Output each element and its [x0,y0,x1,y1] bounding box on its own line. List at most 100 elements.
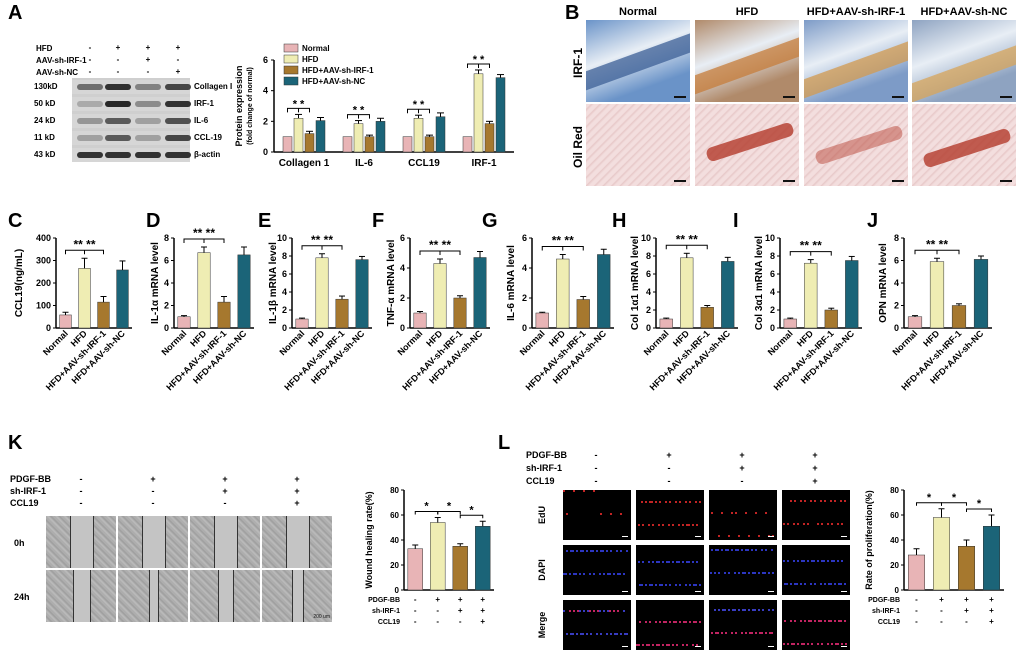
cell-dot [725,632,727,634]
cell-dot [692,561,694,563]
y-tick-label: 4 [164,278,169,288]
cell-dot [744,572,746,574]
cell-dot [646,644,648,646]
cell-dot [636,644,638,646]
sig-label: ** ** [429,238,451,252]
bar [335,298,349,329]
wound-gap [286,516,310,568]
condition-sign: + [989,606,994,615]
cell-dot [695,501,697,503]
y-axis-label: CCL19(ng/mL) [14,249,25,317]
cell-dot [668,644,670,646]
chart-k: 0 20 40 60 80 Wound healing rate(%) * * * PDGF-BB… [364,486,494,626]
bar [659,318,673,329]
y-tick-label: 8 [282,251,287,261]
cell-dot [784,620,786,622]
y-tick-label: 2 [894,301,899,311]
cell-dot [572,550,574,552]
y-tick-label: 0 [894,323,899,333]
cell-dot [801,560,803,562]
fluorescence-image [709,600,777,650]
cell-dot [663,621,665,623]
y-tick-label: 80 [890,486,899,495]
cell-dot [678,524,680,526]
condition-sign: + [150,474,156,484]
cell-dot [732,609,734,611]
cell-dot [824,500,826,502]
condition-row-label: CCL19 [878,619,900,626]
cell-dot [587,610,589,612]
cell-dot [661,584,663,586]
cell-dot [583,573,585,575]
fluorescence-image [782,490,850,540]
sig-label: * * [293,98,305,110]
cell-dot [665,621,667,623]
cell-dot [793,643,795,645]
condition-sign: - [940,606,943,615]
condition-sign: - [436,606,439,615]
blot-kd-label: 24 kD [34,116,56,125]
cell-dot [734,572,736,574]
cell-dot [828,583,830,585]
cell-dot [577,610,579,612]
ihc-image [912,20,1016,102]
cell-dot [593,490,595,492]
cell-dot [617,610,619,612]
cell-dot [830,500,832,502]
y-tick-label: 200 [36,278,51,288]
cell-dot [817,560,819,562]
y-axis-label: Protein expression [234,65,244,146]
cell-dot [748,535,750,537]
ihc-image [586,20,690,102]
cell-dot [810,500,812,502]
cell-dot [807,523,809,525]
cell-dot [666,561,668,563]
sig-bracket [183,238,225,243]
micrograph-column-label: HFD+AAV-sh-NC [920,6,1008,18]
cell-dot [742,609,744,611]
cell-dot [744,609,746,611]
bar [907,316,923,329]
sig-bracket [301,245,343,250]
cell-dot [668,524,670,526]
blot-band-label: Collagen I [194,82,233,91]
y-tick-label: 300 [36,256,51,266]
fluorescence-image [782,600,850,650]
cell-dot [820,500,822,502]
cell-dot [833,560,835,562]
chart-c: 0100200300400CCL19(ng/mL)NormalHFDHFD+AA… [14,233,132,392]
bar [535,312,549,329]
cell-dot [721,549,723,551]
legend-swatch [283,76,299,86]
sig-bracket [347,114,370,119]
oil-red-image [586,104,690,186]
condition-sign: + [739,450,745,460]
cell-dot [658,561,660,563]
bar [430,522,446,591]
y-tick-label: 2 [770,305,775,315]
blot-kd-label: 11 kD [34,133,55,142]
bar [355,259,369,329]
cell-dot [800,500,802,502]
y-tick-label: 2 [400,293,405,303]
cell-dot [747,549,749,551]
blot-band [105,152,131,158]
blot-sign: + [175,67,181,76]
bar [453,297,467,329]
bar [721,261,735,329]
blot-band-label: IRF-1 [194,99,214,108]
cell-dot [570,633,572,635]
blot-cond-sh-irf1: AAV-sh-IRF-1 [36,56,87,65]
cell-dot [752,572,754,574]
bar [424,136,435,153]
cell-dot [722,609,724,611]
bar [402,136,413,153]
cell-dot [835,643,837,645]
cell-dot [596,633,598,635]
y-tick-label: 0 [395,586,400,595]
sig-label: * * [353,105,365,117]
cell-dot [685,584,687,586]
cell-dot [693,621,695,623]
cell-dot [758,535,760,537]
